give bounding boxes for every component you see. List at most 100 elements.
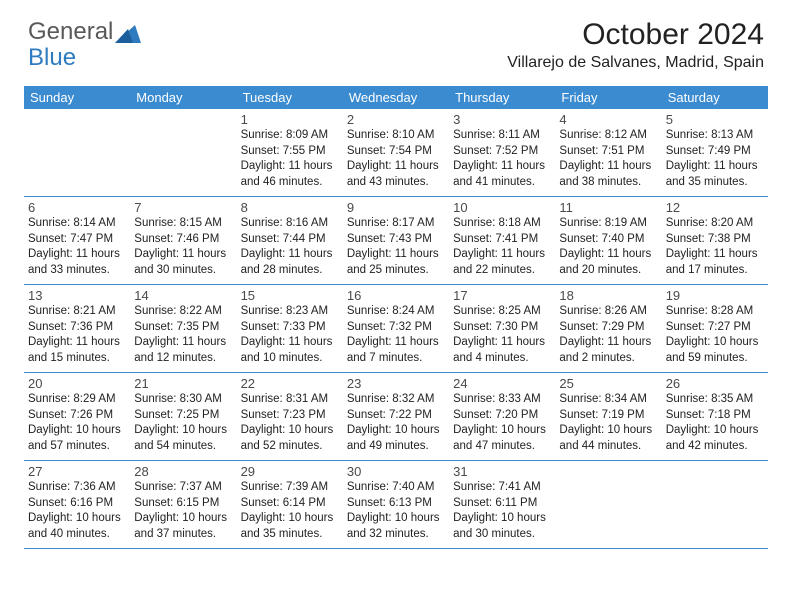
day-number: 4	[559, 112, 657, 127]
sunset-line: Sunset: 7:55 PM	[241, 144, 339, 160]
sunrise-line: Sunrise: 8:10 AM	[347, 128, 445, 144]
calendar-cell: 16Sunrise: 8:24 AMSunset: 7:32 PMDayligh…	[343, 285, 449, 373]
day-number: 13	[28, 288, 126, 303]
daylight-line: Daylight: 10 hours and 40 minutes.	[28, 511, 126, 542]
calendar-cell: 11Sunrise: 8:19 AMSunset: 7:40 PMDayligh…	[555, 197, 661, 285]
calendar-cell	[662, 461, 768, 549]
sunrise-line: Sunrise: 8:34 AM	[559, 392, 657, 408]
sunrise-line: Sunrise: 8:13 AM	[666, 128, 764, 144]
sunrise-line: Sunrise: 8:20 AM	[666, 216, 764, 232]
daylight-line: Daylight: 11 hours and 2 minutes.	[559, 335, 657, 366]
calendar-cell: 1Sunrise: 8:09 AMSunset: 7:55 PMDaylight…	[237, 109, 343, 197]
calendar-cell	[555, 461, 661, 549]
sunset-line: Sunset: 7:51 PM	[559, 144, 657, 160]
calendar-cell: 28Sunrise: 7:37 AMSunset: 6:15 PMDayligh…	[130, 461, 236, 549]
daylight-line: Daylight: 11 hours and 22 minutes.	[453, 247, 551, 278]
sunrise-line: Sunrise: 7:41 AM	[453, 480, 551, 496]
sunset-line: Sunset: 7:27 PM	[666, 320, 764, 336]
day-info: Sunrise: 7:40 AMSunset: 6:13 PMDaylight:…	[347, 480, 445, 542]
calendar-cell: 7Sunrise: 8:15 AMSunset: 7:46 PMDaylight…	[130, 197, 236, 285]
sunset-line: Sunset: 7:40 PM	[559, 232, 657, 248]
sunrise-line: Sunrise: 8:11 AM	[453, 128, 551, 144]
day-number: 26	[666, 376, 764, 391]
day-info: Sunrise: 8:24 AMSunset: 7:32 PMDaylight:…	[347, 304, 445, 366]
month-title: October 2024	[507, 18, 764, 52]
sunset-line: Sunset: 7:23 PM	[241, 408, 339, 424]
sunrise-line: Sunrise: 8:18 AM	[453, 216, 551, 232]
day-info: Sunrise: 7:37 AMSunset: 6:15 PMDaylight:…	[134, 480, 232, 542]
sunrise-line: Sunrise: 8:21 AM	[28, 304, 126, 320]
sunset-line: Sunset: 6:13 PM	[347, 496, 445, 512]
day-number: 1	[241, 112, 339, 127]
day-info: Sunrise: 8:28 AMSunset: 7:27 PMDaylight:…	[666, 304, 764, 366]
day-number: 16	[347, 288, 445, 303]
sunrise-line: Sunrise: 8:33 AM	[453, 392, 551, 408]
sunset-line: Sunset: 7:49 PM	[666, 144, 764, 160]
day-number: 14	[134, 288, 232, 303]
day-number: 11	[559, 200, 657, 215]
calendar-cell: 31Sunrise: 7:41 AMSunset: 6:11 PMDayligh…	[449, 461, 555, 549]
sunset-line: Sunset: 7:47 PM	[28, 232, 126, 248]
day-info: Sunrise: 7:36 AMSunset: 6:16 PMDaylight:…	[28, 480, 126, 542]
col-header: Thursday	[449, 86, 555, 109]
calendar-cell: 15Sunrise: 8:23 AMSunset: 7:33 PMDayligh…	[237, 285, 343, 373]
daylight-line: Daylight: 10 hours and 59 minutes.	[666, 335, 764, 366]
sunrise-line: Sunrise: 8:14 AM	[28, 216, 126, 232]
day-info: Sunrise: 8:18 AMSunset: 7:41 PMDaylight:…	[453, 216, 551, 278]
logo-triangle-icon	[115, 21, 141, 43]
sunset-line: Sunset: 7:54 PM	[347, 144, 445, 160]
day-info: Sunrise: 8:15 AMSunset: 7:46 PMDaylight:…	[134, 216, 232, 278]
calendar-cell: 2Sunrise: 8:10 AMSunset: 7:54 PMDaylight…	[343, 109, 449, 197]
sunset-line: Sunset: 7:19 PM	[559, 408, 657, 424]
calendar-cell: 4Sunrise: 8:12 AMSunset: 7:51 PMDaylight…	[555, 109, 661, 197]
sunrise-line: Sunrise: 8:15 AM	[134, 216, 232, 232]
sunset-line: Sunset: 6:16 PM	[28, 496, 126, 512]
day-number: 17	[453, 288, 551, 303]
day-number: 21	[134, 376, 232, 391]
day-info: Sunrise: 8:10 AMSunset: 7:54 PMDaylight:…	[347, 128, 445, 190]
sunset-line: Sunset: 7:22 PM	[347, 408, 445, 424]
daylight-line: Daylight: 10 hours and 54 minutes.	[134, 423, 232, 454]
day-info: Sunrise: 8:30 AMSunset: 7:25 PMDaylight:…	[134, 392, 232, 454]
sunset-line: Sunset: 7:46 PM	[134, 232, 232, 248]
daylight-line: Daylight: 10 hours and 49 minutes.	[347, 423, 445, 454]
day-number: 27	[28, 464, 126, 479]
calendar-cell: 25Sunrise: 8:34 AMSunset: 7:19 PMDayligh…	[555, 373, 661, 461]
day-number: 7	[134, 200, 232, 215]
day-number: 20	[28, 376, 126, 391]
day-info: Sunrise: 8:29 AMSunset: 7:26 PMDaylight:…	[28, 392, 126, 454]
day-number: 23	[347, 376, 445, 391]
day-number: 19	[666, 288, 764, 303]
calendar-row: 13Sunrise: 8:21 AMSunset: 7:36 PMDayligh…	[24, 285, 768, 373]
sunrise-line: Sunrise: 8:12 AM	[559, 128, 657, 144]
day-number: 5	[666, 112, 764, 127]
day-info: Sunrise: 8:20 AMSunset: 7:38 PMDaylight:…	[666, 216, 764, 278]
sunset-line: Sunset: 7:35 PM	[134, 320, 232, 336]
daylight-line: Daylight: 11 hours and 12 minutes.	[134, 335, 232, 366]
logo-text-part1: General	[28, 18, 113, 46]
daylight-line: Daylight: 10 hours and 30 minutes.	[453, 511, 551, 542]
day-info: Sunrise: 8:19 AMSunset: 7:40 PMDaylight:…	[559, 216, 657, 278]
logo-text-part2: Blue	[28, 44, 76, 71]
sunset-line: Sunset: 7:41 PM	[453, 232, 551, 248]
sunrise-line: Sunrise: 7:39 AM	[241, 480, 339, 496]
day-number: 2	[347, 112, 445, 127]
day-number: 18	[559, 288, 657, 303]
daylight-line: Daylight: 10 hours and 37 minutes.	[134, 511, 232, 542]
day-number: 22	[241, 376, 339, 391]
calendar-cell: 18Sunrise: 8:26 AMSunset: 7:29 PMDayligh…	[555, 285, 661, 373]
sunset-line: Sunset: 7:32 PM	[347, 320, 445, 336]
col-header: Sunday	[24, 86, 130, 109]
title-block: October 2024 Villarejo de Salvanes, Madr…	[507, 18, 764, 72]
daylight-line: Daylight: 10 hours and 32 minutes.	[347, 511, 445, 542]
daylight-line: Daylight: 11 hours and 20 minutes.	[559, 247, 657, 278]
daylight-line: Daylight: 11 hours and 43 minutes.	[347, 159, 445, 190]
sunrise-line: Sunrise: 8:16 AM	[241, 216, 339, 232]
sunrise-line: Sunrise: 7:40 AM	[347, 480, 445, 496]
sunrise-line: Sunrise: 8:25 AM	[453, 304, 551, 320]
day-info: Sunrise: 8:33 AMSunset: 7:20 PMDaylight:…	[453, 392, 551, 454]
sunrise-line: Sunrise: 8:22 AM	[134, 304, 232, 320]
day-number: 12	[666, 200, 764, 215]
sunset-line: Sunset: 7:20 PM	[453, 408, 551, 424]
daylight-line: Daylight: 11 hours and 7 minutes.	[347, 335, 445, 366]
